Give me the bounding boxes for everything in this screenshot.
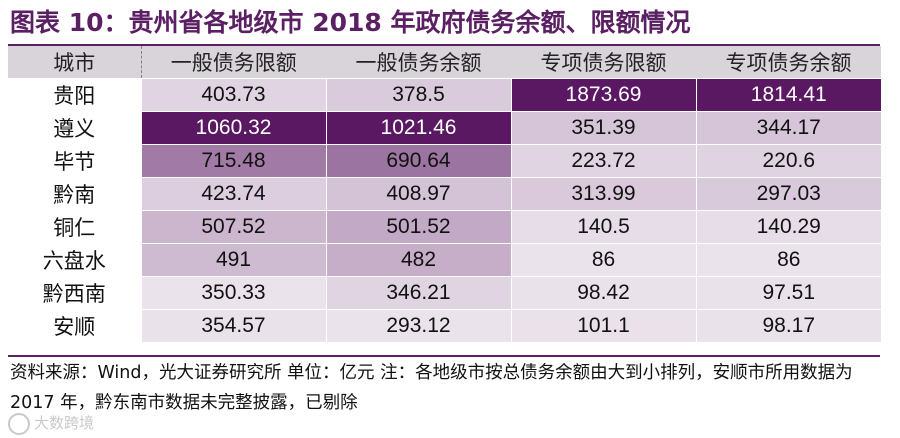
value-cell: 690.64 (325, 144, 511, 178)
column-header: 一般债务余额 (326, 46, 511, 79)
value-cell: 715.48 (140, 144, 326, 178)
table-row: 黔西南 350.33 346.21 98.42 97.51 (8, 276, 881, 310)
city-cell: 六盘水 (8, 243, 141, 277)
city-cell: 毕节 (8, 144, 141, 178)
value-cell: 223.72 (510, 144, 696, 178)
bottom-rule (8, 355, 880, 357)
table-row: 遵义 1060.32 1021.46 351.39 344.17 (8, 111, 881, 145)
title-rule (8, 44, 880, 46)
value-cell: 86 (510, 243, 696, 277)
value-cell: 1873.69 (510, 78, 696, 112)
value-cell: 98.42 (510, 276, 696, 310)
value-cell: 140.29 (695, 210, 881, 244)
table-row: 安顺 354.57 293.12 101.1 98.17 (8, 309, 881, 342)
table-header-row: 城市 一般债务限额 一般债务余额 专项债务限额 专项债务余额 (8, 46, 881, 79)
value-cell: 423.74 (140, 177, 326, 211)
value-cell: 1814.41 (695, 78, 881, 112)
value-cell: 1060.32 (140, 111, 326, 145)
value-cell: 354.57 (140, 309, 326, 342)
debt-table: 城市 一般债务限额 一般债务余额 专项债务限额 专项债务余额 贵阳 403.73 378.5… (8, 46, 881, 342)
value-cell: 97.51 (695, 276, 881, 310)
city-cell: 遵义 (8, 111, 141, 145)
value-cell: 408.97 (325, 177, 511, 211)
city-cell: 黔南 (8, 177, 141, 211)
value-cell: 140.5 (510, 210, 696, 244)
column-header: 专项债务余额 (696, 46, 881, 79)
column-header-city: 城市 (8, 46, 142, 79)
value-cell: 501.52 (325, 210, 511, 244)
source-note: 资料来源：Wind，光大证券研究所 单位：亿元 注：各地级市按总债务余额由大到小… (10, 363, 853, 413)
value-cell: 507.52 (140, 210, 326, 244)
value-cell: 293.12 (325, 309, 511, 342)
value-cell: 86 (695, 243, 881, 277)
watermark: 大数跨境 (8, 412, 94, 435)
city-cell: 黔西南 (8, 276, 141, 310)
city-cell: 安顺 (8, 309, 141, 342)
value-cell: 220.6 (695, 144, 881, 178)
value-cell: 313.99 (510, 177, 696, 211)
value-cell: 101.1 (510, 309, 696, 342)
table-row: 贵阳 403.73 378.5 1873.69 1814.41 (8, 78, 881, 112)
table-row: 黔南 423.74 408.97 313.99 297.03 (8, 177, 881, 211)
value-cell: 350.33 (140, 276, 326, 310)
table-row: 六盘水 491 482 86 86 (8, 243, 881, 277)
value-cell: 98.17 (695, 309, 881, 342)
value-cell: 482 (325, 243, 511, 277)
watermark-text: 大数跨境 (34, 414, 95, 432)
chart-title: 图表 10：贵州省各地级市 2018 年政府债务余额、限额情况 (10, 8, 691, 37)
value-cell: 351.39 (510, 111, 696, 145)
table-body: 贵阳 403.73 378.5 1873.69 1814.41 遵义 1060.32 1021… (8, 78, 881, 342)
value-cell: 1021.46 (325, 111, 511, 145)
value-cell: 344.17 (695, 111, 881, 145)
table-row: 毕节 715.48 690.64 223.72 220.6 (8, 144, 881, 178)
table-row: 铜仁 507.52 501.52 140.5 140.29 (8, 210, 881, 244)
value-cell: 403.73 (140, 78, 326, 112)
column-header: 专项债务限额 (511, 46, 696, 79)
value-cell: 297.03 (695, 177, 881, 211)
column-header: 一般债务限额 (141, 46, 326, 79)
value-cell: 491 (140, 243, 326, 277)
value-cell: 378.5 (325, 78, 511, 112)
city-cell: 贵阳 (8, 78, 141, 112)
city-cell: 铜仁 (8, 210, 141, 244)
watermark-logo-icon (8, 412, 30, 435)
value-cell: 346.21 (325, 276, 511, 310)
